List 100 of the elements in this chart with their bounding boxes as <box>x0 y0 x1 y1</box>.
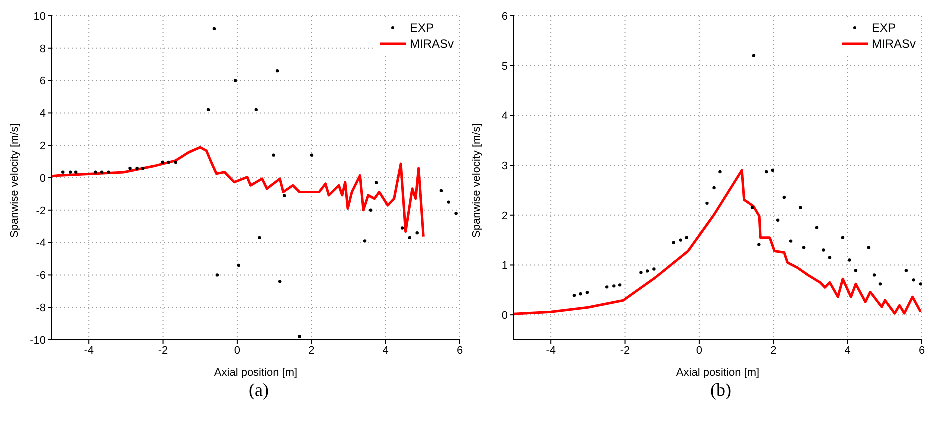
line-series <box>514 169 922 316</box>
x-tick-label: -4 <box>84 344 94 357</box>
y-tick-label: 6 <box>502 10 508 23</box>
y-tick-label: 6 <box>40 76 46 88</box>
point <box>454 212 458 216</box>
point <box>416 231 419 235</box>
point <box>854 269 858 272</box>
y-tick-label: -10 <box>30 334 46 347</box>
point <box>234 79 238 82</box>
line-series <box>52 146 425 238</box>
point <box>771 168 774 172</box>
point <box>272 154 276 157</box>
point <box>606 286 609 289</box>
x-tick-label: 4 <box>382 344 389 357</box>
point <box>782 196 786 200</box>
legend-label: MIRASv <box>872 36 916 52</box>
x-tick-label: 6 <box>456 344 464 357</box>
point <box>174 160 178 164</box>
point <box>672 241 676 244</box>
point <box>369 208 373 212</box>
point <box>789 240 793 243</box>
point <box>74 170 78 174</box>
point <box>764 170 768 174</box>
point <box>815 226 819 230</box>
x-tick-label: -2 <box>620 344 630 357</box>
point <box>216 274 220 277</box>
y-tick-label: -2 <box>36 205 46 218</box>
x-tick-label: -4 <box>546 344 556 357</box>
point <box>68 170 72 174</box>
x-tick-label: 2 <box>770 344 777 357</box>
y-tick-label: 5 <box>502 60 508 73</box>
y-tick-label: -6 <box>36 270 46 282</box>
legend-label: EXP <box>410 20 434 36</box>
point <box>408 236 412 240</box>
point <box>374 181 378 184</box>
y-tick-label: 2 <box>502 210 508 222</box>
point <box>258 236 262 240</box>
point <box>822 248 826 252</box>
text: (b) <box>710 380 732 401</box>
point <box>841 236 845 240</box>
point <box>612 284 616 288</box>
x-axis-title: Axial position [m] <box>676 367 760 379</box>
point <box>278 280 282 284</box>
point <box>640 271 643 274</box>
y-tick-label: 1 <box>502 260 508 272</box>
text: (a) <box>248 380 270 401</box>
x-tick-label: 2 <box>308 344 315 357</box>
point <box>282 194 286 198</box>
point <box>237 264 241 268</box>
point <box>618 284 622 287</box>
legend-label: EXP <box>872 20 896 36</box>
point <box>298 335 302 338</box>
point <box>400 226 404 230</box>
point <box>758 243 761 246</box>
point <box>167 160 170 164</box>
y-axis-title: Spanwise velocity [m/s] <box>8 124 21 238</box>
y-tick-label: 8 <box>40 43 46 56</box>
point <box>802 246 806 250</box>
point <box>107 170 110 174</box>
x-tick-label: 0 <box>234 344 241 357</box>
y-tick-label: 4 <box>40 108 46 120</box>
point <box>579 292 582 296</box>
point <box>652 268 656 271</box>
y-tick-label: -8 <box>36 302 46 315</box>
point <box>679 238 683 242</box>
point <box>828 256 832 260</box>
x-axis-title: Axial position [m] <box>214 367 298 379</box>
x-tick-label: -2 <box>158 344 168 357</box>
point <box>586 291 590 294</box>
y-tick-label: 0 <box>40 172 46 185</box>
point <box>100 170 104 174</box>
point <box>128 166 132 170</box>
point <box>912 278 916 282</box>
point <box>363 240 367 243</box>
point <box>867 246 871 250</box>
y-tick-label: 4 <box>502 110 508 123</box>
y-tick-label: 0 <box>502 310 508 322</box>
x-tick-label: 4 <box>844 344 851 357</box>
point <box>799 206 802 210</box>
point <box>712 186 716 190</box>
point <box>276 69 280 73</box>
point <box>254 108 258 112</box>
y-axis-title: Spanwise velocity [m/s] <box>470 124 483 238</box>
point <box>572 294 576 298</box>
point <box>440 189 444 193</box>
point <box>136 166 139 170</box>
point <box>447 200 450 204</box>
y-tick-label: 3 <box>502 160 508 172</box>
y-tick-label: 10 <box>34 10 46 23</box>
point <box>750 206 754 210</box>
y-tick-label: 2 <box>40 140 46 153</box>
point <box>142 166 145 170</box>
point <box>94 170 98 174</box>
point <box>904 269 908 272</box>
point <box>310 154 314 157</box>
point <box>206 108 210 112</box>
point <box>62 170 65 174</box>
point <box>848 258 852 262</box>
point <box>646 270 650 273</box>
x-tick-label: 0 <box>696 344 703 357</box>
